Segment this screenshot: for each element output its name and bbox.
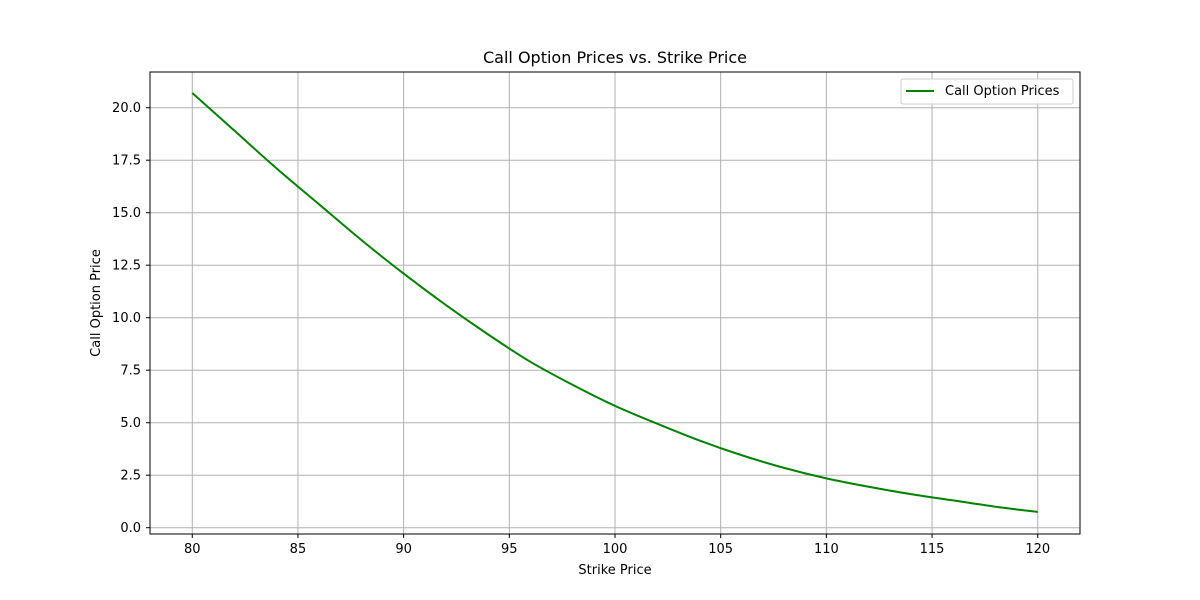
x-axis-ticks: 80 85 90 95 100 105 110 115 120: [184, 534, 1050, 557]
x-tick-label: 105: [708, 542, 733, 557]
y-tick-label: 12.5: [112, 259, 141, 274]
y-tick-label: 2.5: [120, 469, 141, 484]
y-tick-label: 17.5: [112, 154, 141, 169]
series-line-call-option-prices: [191, 92, 1038, 513]
x-tick-label: 100: [603, 542, 628, 557]
x-tick-label: 95: [501, 542, 518, 557]
legend: Call Option Prices: [900, 78, 1074, 105]
series-layer: [191, 92, 1038, 513]
y-tick-label: 10.0: [112, 311, 141, 326]
y-tick-label: 5.0: [120, 416, 141, 431]
x-axis-label: Strike Price: [578, 563, 651, 578]
y-tick-label: 15.0: [112, 206, 141, 221]
x-tick-label: 115: [920, 542, 945, 557]
x-tick-label: 80: [184, 542, 201, 557]
grid: [150, 72, 1080, 534]
y-tick-label: 7.5: [120, 364, 141, 379]
y-axis-ticks: 0.0 2.5 5.0 7.5 10.0 12.5 15.0 17.5 20.0: [112, 101, 150, 536]
x-tick-label: 90: [395, 542, 412, 557]
chart-title: Call Option Prices vs. Strike Price: [483, 48, 747, 67]
y-tick-label: 0.0: [120, 521, 141, 536]
legend-box: [900, 78, 1074, 105]
x-tick-label: 120: [1025, 542, 1050, 557]
y-axis-label: Call Option Price: [89, 249, 104, 357]
x-tick-label: 110: [814, 542, 839, 557]
y-tick-label: 20.0: [112, 101, 141, 116]
x-tick-label: 85: [290, 542, 307, 557]
legend-label-call-option-prices: Call Option Prices: [945, 84, 1060, 99]
